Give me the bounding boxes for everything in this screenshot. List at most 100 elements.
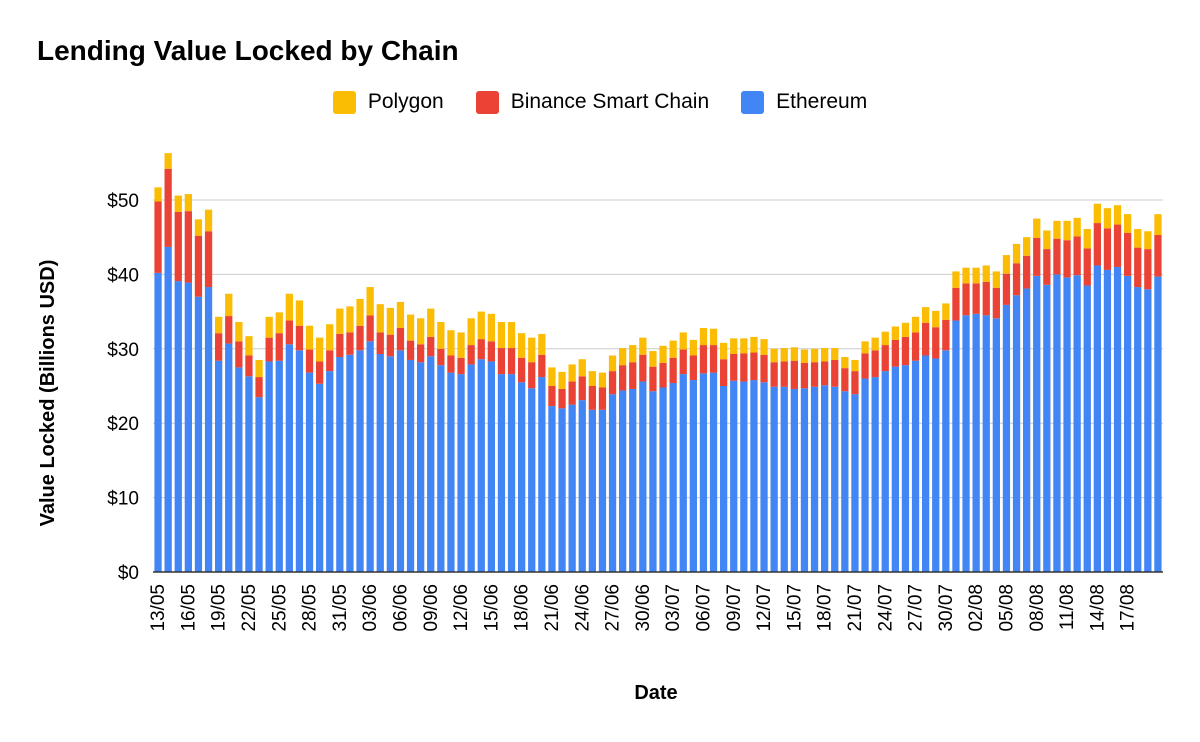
bar-ethereum	[366, 341, 374, 572]
bar-ethereum	[437, 365, 445, 572]
bar-binance-smart-chain	[245, 355, 253, 377]
bar-ethereum	[578, 400, 586, 572]
bar-binance-smart-chain	[558, 388, 566, 409]
bar-polygon	[1083, 229, 1091, 249]
bar-polygon	[972, 267, 980, 284]
bar-ethereum	[1063, 277, 1071, 572]
bar-binance-smart-chain	[608, 371, 617, 395]
bar-ethereum	[750, 380, 758, 572]
bar-polygon	[790, 347, 798, 361]
legend-swatch-binance-smart-chain	[475, 90, 499, 114]
y-tick-label: $0	[118, 563, 139, 584]
bar-binance-smart-chain	[174, 211, 182, 282]
bar-binance-smart-chain	[629, 362, 637, 389]
x-tick-label: 11/08	[1057, 584, 1078, 630]
bar-binance-smart-chain	[1012, 263, 1021, 296]
bar-polygon	[1113, 205, 1122, 225]
bar-polygon	[659, 345, 667, 363]
bar-ethereum	[730, 380, 738, 572]
bar-binance-smart-chain	[1154, 234, 1162, 277]
bar-polygon	[507, 322, 516, 349]
bar-polygon	[800, 349, 809, 363]
bar-binance-smart-chain	[275, 333, 283, 361]
bar-binance-smart-chain	[720, 359, 728, 386]
bar-ethereum	[275, 360, 283, 572]
bar-polygon	[487, 313, 495, 342]
bar-binance-smart-chain	[841, 368, 849, 392]
bar-ethereum	[548, 406, 556, 572]
bar-ethereum	[1012, 295, 1021, 572]
bar-ethereum	[285, 344, 293, 572]
x-tick-label: 21/07	[845, 584, 866, 632]
x-tick-label: 31/05	[330, 584, 351, 632]
bar-polygon	[1093, 203, 1101, 224]
bar-polygon	[871, 337, 879, 351]
x-tick-label: 16/05	[178, 584, 199, 632]
legend-item-polygon[interactable]: Polygon	[332, 90, 444, 114]
bar-binance-smart-chain	[538, 354, 546, 378]
x-tick-label: 27/07	[906, 584, 927, 632]
bar-ethereum	[235, 367, 243, 572]
bar-binance-smart-chain	[689, 355, 697, 381]
bar-ethereum	[305, 372, 314, 572]
bar-binance-smart-chain	[619, 365, 627, 391]
x-tick-label: 30/06	[633, 584, 654, 632]
legend-swatch-ethereum	[741, 90, 765, 114]
x-tick-label: 24/07	[875, 584, 896, 632]
bar-ethereum	[790, 388, 798, 572]
bar-polygon	[1002, 255, 1011, 274]
bar-binance-smart-chain	[992, 287, 1000, 319]
bar-binance-smart-chain	[386, 334, 394, 357]
x-tick-label: 06/06	[390, 584, 411, 632]
bar-polygon	[922, 307, 930, 323]
x-tick-label: 18/07	[815, 584, 836, 632]
bar-ethereum	[851, 394, 859, 572]
bar-polygon	[911, 316, 920, 333]
gridlines	[153, 199, 1163, 499]
bar-binance-smart-chain	[225, 316, 233, 344]
bar-ethereum	[891, 366, 899, 572]
bar-ethereum	[1103, 269, 1112, 572]
bar-binance-smart-chain	[437, 348, 445, 366]
bar-polygon	[598, 372, 607, 388]
bar-ethereum	[1083, 285, 1091, 572]
bar-ethereum	[255, 397, 263, 572]
x-tick-label: 06/07	[693, 584, 714, 632]
bar-ethereum	[477, 359, 485, 572]
bar-ethereum	[689, 380, 697, 572]
bar-polygon	[770, 348, 778, 363]
bar-ethereum	[639, 381, 647, 572]
x-tick-label: 30/07	[936, 584, 957, 632]
bar-ethereum	[245, 376, 253, 572]
bar-ethereum	[1002, 304, 1011, 572]
bar-binance-smart-chain	[255, 377, 263, 398]
bar-polygon	[1033, 218, 1041, 238]
bar-polygon	[245, 336, 253, 356]
bar-polygon	[336, 308, 344, 334]
bar-binance-smart-chain	[831, 359, 839, 387]
bar-binance-smart-chain	[982, 281, 990, 316]
bar-polygon	[568, 364, 576, 382]
bar-binance-smart-chain	[760, 354, 768, 383]
legend-item-binance-smart-chain[interactable]: Binance Smart Chain	[475, 90, 709, 114]
bar-binance-smart-chain	[417, 344, 425, 363]
legend: Polygon Binance Smart Chain Ethereum	[0, 90, 1200, 114]
bars	[154, 153, 1162, 572]
bar-binance-smart-chain	[871, 350, 879, 378]
bar-binance-smart-chain	[1002, 273, 1011, 305]
bar-binance-smart-chain	[1023, 255, 1031, 289]
x-tick-label: 25/05	[269, 584, 290, 632]
bar-polygon	[952, 271, 960, 288]
y-tick-label: $20	[107, 414, 139, 435]
bar-ethereum	[780, 386, 788, 572]
bar-polygon	[356, 298, 364, 326]
bar-binance-smart-chain	[356, 325, 364, 351]
legend-item-ethereum[interactable]: Ethereum	[741, 90, 867, 114]
bar-polygon	[891, 326, 899, 340]
bar-binance-smart-chain	[1144, 249, 1152, 290]
bar-binance-smart-chain	[487, 341, 495, 362]
bar-polygon	[275, 312, 283, 334]
bar-ethereum	[467, 364, 475, 572]
bar-ethereum	[932, 358, 940, 572]
bar-ethereum	[154, 272, 162, 572]
